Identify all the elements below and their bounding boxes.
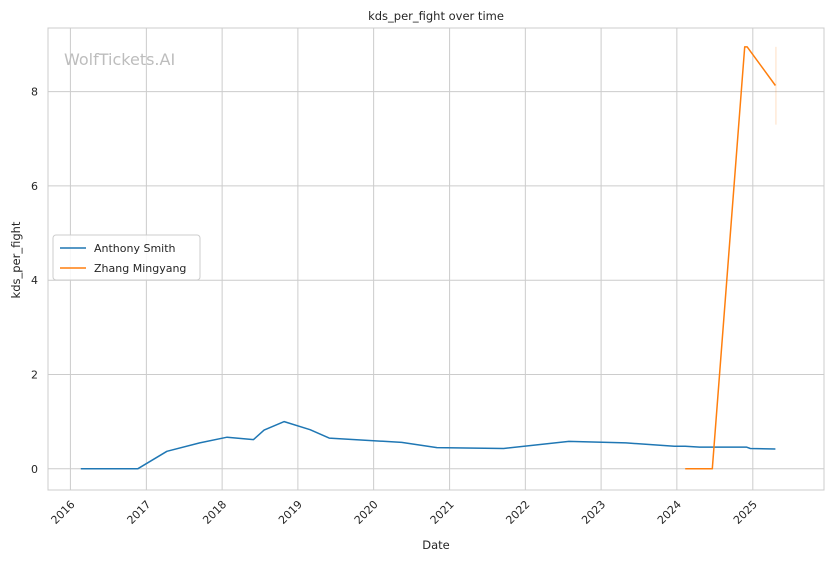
y-tick-label: 0 (31, 463, 38, 476)
y-tick-label: 8 (31, 86, 38, 99)
series-layer (80, 46, 777, 470)
legend-label-2: Zhang Mingyang (94, 262, 186, 275)
y-tick-label: 2 (31, 369, 38, 382)
legend-box (52, 234, 201, 281)
y-axis-title: kds_per_fight (9, 221, 23, 298)
tick-labels: 2016 2017 2018 2019 2020 2021 2022 2023 2024 2025… (31, 86, 760, 527)
x-axis-title: Date (422, 538, 450, 552)
legend-label-1: Anthony Smith (94, 242, 176, 255)
y-tick-label: 6 (31, 180, 38, 193)
series-line-1 (80, 420, 776, 470)
watermark: WolfTickets.AI (64, 50, 175, 69)
chart-title: kds_per_fight over time (368, 9, 504, 23)
legend: Anthony Smith Zhang Mingyang (52, 234, 201, 281)
legend-entries: Anthony Smith Zhang Mingyang (60, 242, 186, 275)
plot-frame (47, 27, 825, 491)
series-line-2 (685, 46, 777, 470)
y-tick-label: 4 (31, 274, 38, 287)
